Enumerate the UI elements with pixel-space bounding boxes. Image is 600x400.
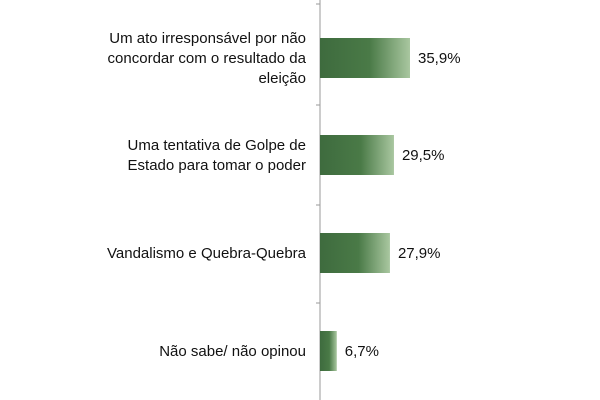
bar-value-label: 6,7% [345, 343, 379, 360]
bar-value-label: 35,9% [418, 50, 461, 67]
category-label: eleição [258, 70, 306, 87]
category-label: Uma tentativa de Golpe de [128, 137, 306, 154]
category-label: Estado para tomar o poder [128, 157, 306, 174]
category-labels: Um ato irresponsável por não concordar co… [107, 30, 307, 360]
bars [320, 38, 410, 371]
category-label: Vandalismo e Quebra-Quebra [107, 245, 307, 262]
bar [320, 38, 410, 78]
bar [320, 233, 390, 273]
category-label: Um ato irresponsável por não [109, 30, 306, 47]
value-labels: 35,9% 29,5% 27,9% 6,7% [345, 50, 461, 360]
y-axis-ticks [316, 3, 320, 304]
bar [320, 135, 394, 175]
category-label: Não sabe/ não opinou [159, 343, 306, 360]
bar-value-label: 27,9% [398, 245, 441, 262]
category-label: concordar com o resultado da [108, 50, 307, 67]
bar-value-label: 29,5% [402, 147, 445, 164]
bar [320, 331, 337, 371]
